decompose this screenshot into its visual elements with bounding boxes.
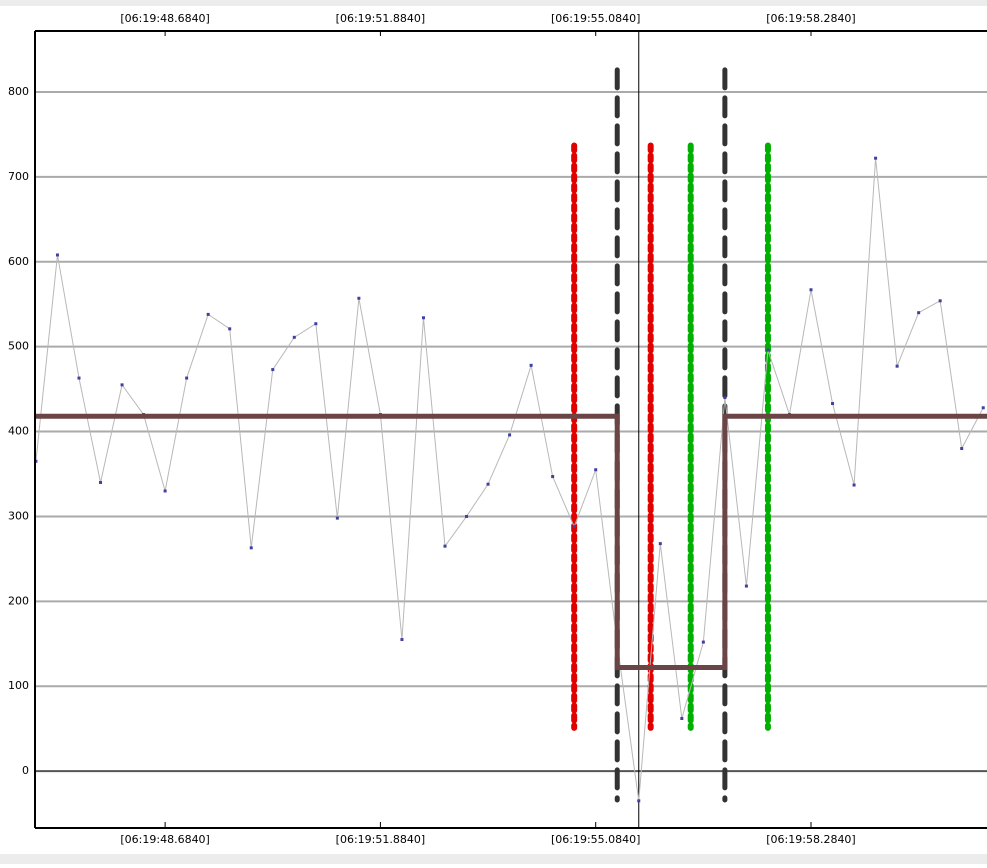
data-point [465, 514, 469, 518]
data-point [55, 253, 59, 257]
x-tick-label-bottom: [06:19:55.0840] [551, 833, 640, 846]
data-point [701, 640, 705, 644]
data-point [249, 546, 253, 550]
data-point [594, 468, 598, 472]
y-tick-label: 400 [8, 425, 29, 438]
x-tick-label-top: [06:19:55.0840] [551, 12, 640, 25]
plot [34, 30, 987, 828]
data-point [508, 433, 512, 437]
data-point [874, 156, 878, 160]
data-point [271, 368, 275, 372]
frame [34, 30, 987, 829]
data-point [77, 376, 81, 380]
top-strip [0, 0, 987, 6]
x-tick-label-top: [06:19:48.6840] [120, 12, 209, 25]
data-point [809, 288, 813, 292]
x-tick-label-top: [06:19:58.2840] [766, 12, 855, 25]
data-point [637, 799, 641, 803]
data-point [443, 544, 447, 548]
data-point [917, 311, 921, 315]
data-point [163, 489, 167, 493]
data-point [744, 584, 748, 588]
y-tick-label: 200 [8, 594, 29, 607]
x-tick-label-bottom: [06:19:58.2840] [766, 833, 855, 846]
step-line [35, 413, 987, 671]
data-point [99, 480, 103, 484]
data-point [852, 483, 856, 487]
data-point [680, 716, 684, 720]
data-point [292, 335, 296, 339]
data-point [120, 383, 124, 387]
y-tick-label: 0 [22, 764, 29, 777]
data-point [228, 327, 232, 331]
data-point [206, 312, 210, 316]
data-point [831, 402, 835, 406]
data-line [35, 158, 984, 801]
data-point [185, 376, 189, 380]
x-tick-label-bottom: [06:19:51.8840] [336, 833, 425, 846]
y-tick-label: 600 [8, 255, 29, 268]
y-tick-label: 100 [8, 679, 29, 692]
y-tick-label: 800 [8, 85, 29, 98]
bottom-strip [0, 854, 987, 864]
y-tick-label: 500 [8, 340, 29, 353]
data-point [960, 447, 964, 451]
y-tick-label: 300 [8, 509, 29, 522]
data-point [938, 299, 942, 303]
data-point [551, 475, 555, 479]
data-point [766, 348, 770, 352]
data-point [486, 482, 490, 486]
data-point [357, 296, 361, 300]
data-point [723, 396, 727, 400]
data-point [981, 406, 985, 410]
y-tick-label: 700 [8, 170, 29, 183]
data-point [314, 322, 318, 326]
data-point [572, 525, 576, 529]
data-point [421, 316, 425, 320]
data-point [400, 638, 404, 642]
x-tick-label-top: [06:19:51.8840] [336, 12, 425, 25]
data-point [895, 364, 899, 368]
x-tick-label-bottom: [06:19:48.6840] [120, 833, 209, 846]
data-point [529, 363, 533, 367]
data-point [335, 516, 339, 520]
data-point [658, 542, 662, 546]
